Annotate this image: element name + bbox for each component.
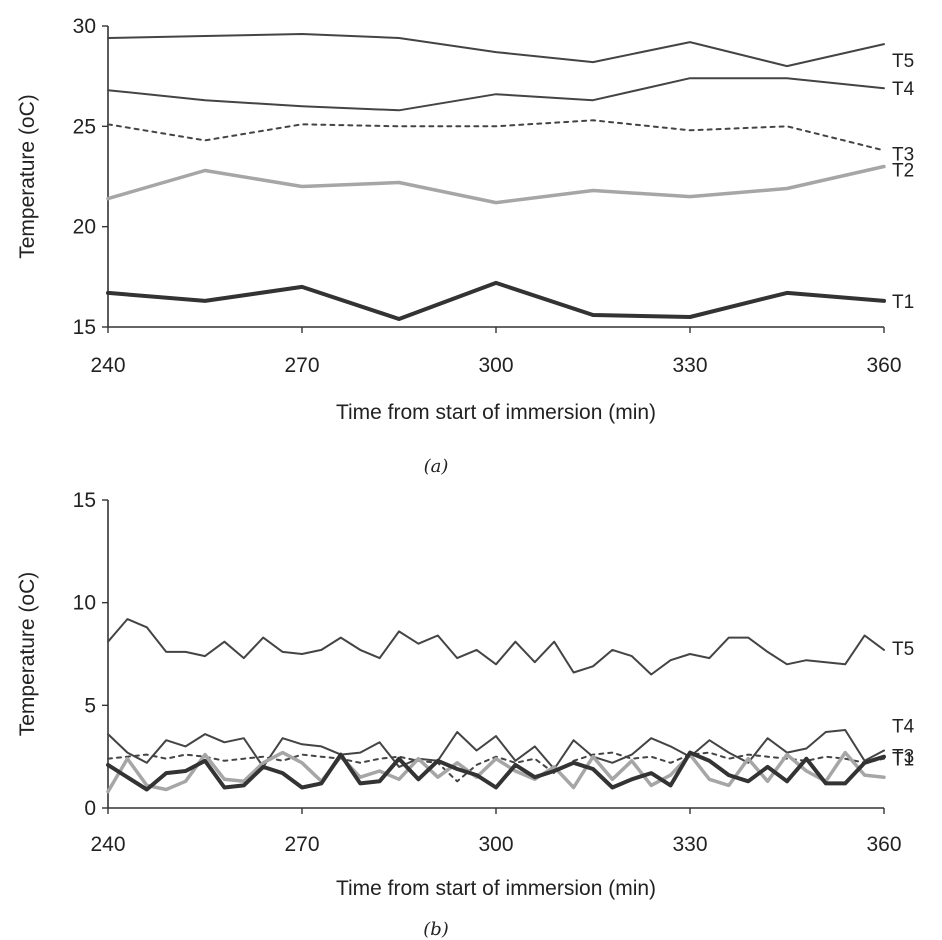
chart-panel-b: 0 5 10 15 240 270 300 330 360 Time from start of … — [16, 489, 915, 940]
series-line-t4 — [107, 729, 885, 770]
x-axis-title: Time from start of immersion (min) — [336, 401, 656, 424]
series-line-t3 — [107, 751, 885, 783]
x-tick-label: 270 — [284, 354, 319, 377]
series-label-t5: T5 — [892, 51, 914, 72]
series-line-t2 — [106, 164, 886, 205]
series-label-t4: T4 — [892, 717, 915, 738]
x-axis-title: Time from start of immersion (min) — [336, 877, 656, 900]
y-tick-label: 15 — [73, 489, 96, 512]
series-label-t3: T3 — [892, 747, 914, 768]
x-tick-label: 240 — [90, 833, 125, 856]
series-line-t1 — [106, 750, 886, 792]
x-tick-label: 360 — [866, 354, 901, 377]
x-tick-label: 270 — [284, 833, 319, 856]
x-tick-label: 300 — [478, 354, 513, 377]
y-axis-title: Temperature (oC) — [16, 94, 39, 259]
x-tick-label: 240 — [90, 354, 125, 377]
series-label-t1: T1 — [892, 750, 914, 771]
x-tick-label: 330 — [672, 354, 707, 377]
y-tick-label: 25 — [73, 115, 96, 138]
x-tick-label: 330 — [672, 833, 707, 856]
y-axis-title: Temperature (oC) — [16, 572, 39, 737]
y-tick-label: 0 — [84, 797, 96, 820]
y-tick-label: 30 — [73, 15, 96, 38]
x-tick-label: 360 — [866, 833, 901, 856]
series-label-t3: T3 — [892, 144, 914, 165]
panel-caption: (a) — [424, 456, 449, 477]
y-tick-label: 20 — [73, 216, 96, 239]
y-tick-label: 10 — [73, 592, 96, 615]
series-label-t2: T2 — [892, 160, 914, 181]
series-line-t3 — [107, 119, 885, 152]
series-line-t4 — [107, 77, 885, 112]
chart-panel-a: 15 20 25 30 240 270 300 330 360 Time from start o… — [16, 15, 915, 477]
series-label-t1: T1 — [892, 292, 914, 313]
series-line-t5 — [107, 33, 885, 68]
series-line-t2 — [106, 750, 886, 794]
x-tick-label: 300 — [478, 833, 513, 856]
y-tick-label: 15 — [73, 316, 96, 339]
series-line-t5 — [107, 618, 885, 676]
series-label-t5: T5 — [892, 639, 914, 660]
y-tick-label: 5 — [84, 694, 96, 717]
series-label-t4: T4 — [892, 79, 915, 100]
series-line-t1 — [106, 280, 886, 321]
panel-caption: (b) — [423, 919, 449, 940]
